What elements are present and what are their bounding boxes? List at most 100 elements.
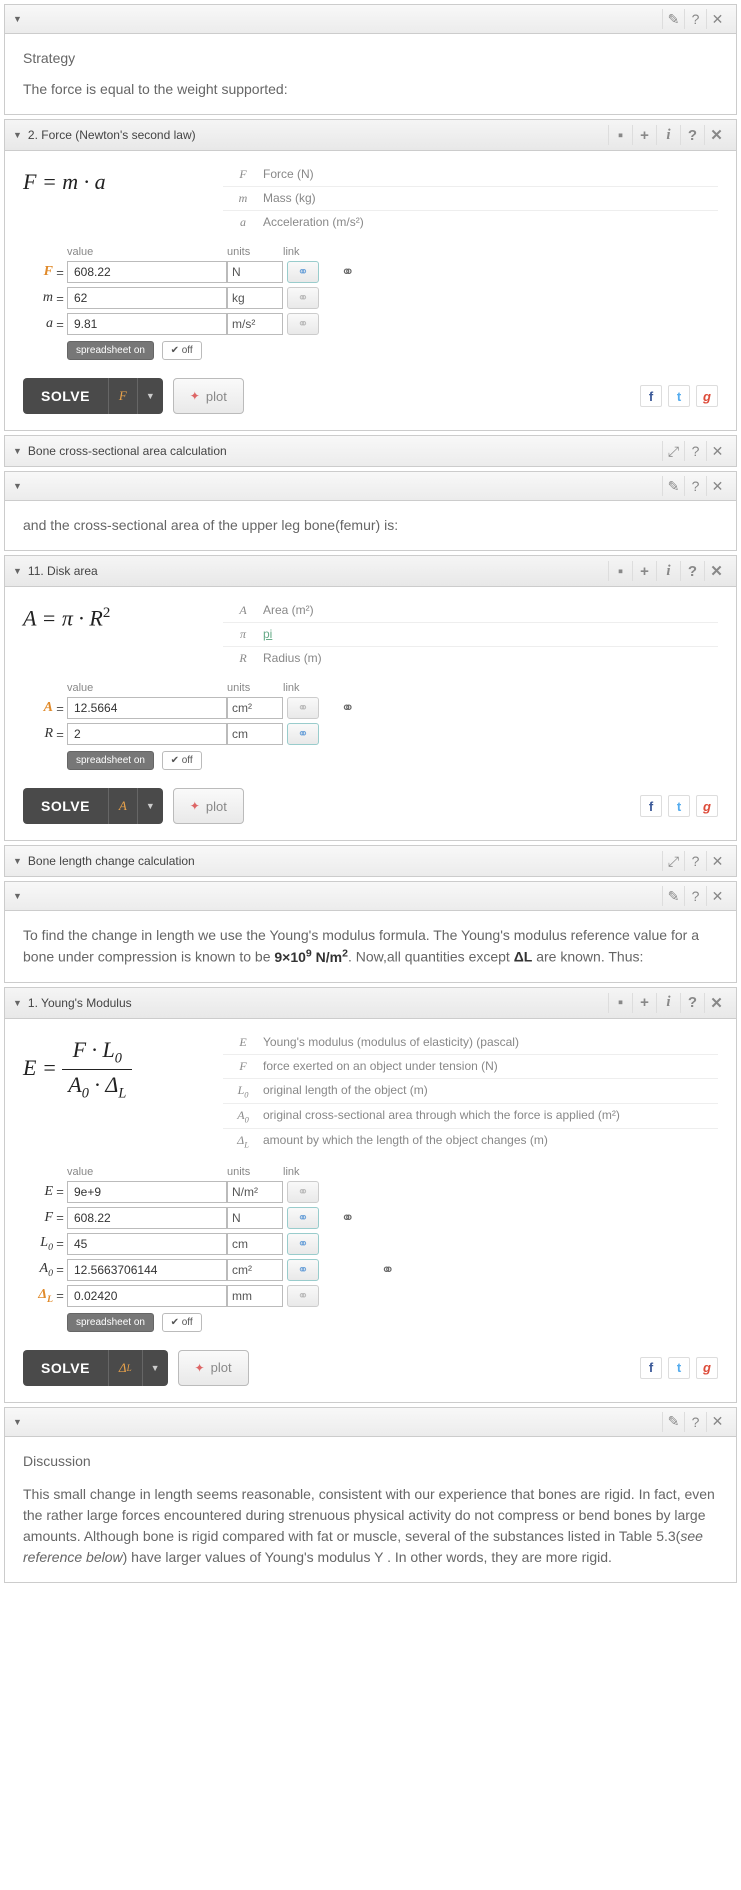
info-icon[interactable]: i xyxy=(656,561,680,581)
expand-icon[interactable]: ⤢ xyxy=(662,851,684,871)
facebook-icon[interactable]: f xyxy=(640,385,662,407)
link-icon[interactable]: ⚭ xyxy=(287,1285,319,1307)
twitter-icon[interactable]: t xyxy=(668,385,690,407)
var-value-input[interactable] xyxy=(67,1181,227,1203)
panel-ym-header[interactable]: ▼ 1. Young's Modulus ▪ + i ? ✕ xyxy=(5,988,736,1019)
help-icon[interactable]: ? xyxy=(684,476,706,496)
spreadsheet-on-button[interactable]: spreadsheet on xyxy=(67,341,154,360)
chain-icon: ⚭ xyxy=(341,698,354,718)
facebook-icon[interactable]: f xyxy=(640,1357,662,1379)
link-icon[interactable]: ⚭ xyxy=(287,261,319,283)
facebook-icon[interactable]: f xyxy=(640,795,662,817)
link-icon[interactable]: ⚭ xyxy=(287,723,319,745)
var-unit-input[interactable] xyxy=(227,1207,283,1229)
caret-down-icon[interactable]: ▼ xyxy=(142,1350,168,1386)
equals-sign: = xyxy=(53,1262,67,1277)
expand-icon[interactable]: ⤢ xyxy=(662,441,684,461)
caret-down-icon[interactable]: ▼ xyxy=(13,14,22,24)
spreadsheet-off-button[interactable]: ✔ off xyxy=(162,1313,202,1332)
var-value-input[interactable] xyxy=(67,1285,227,1307)
help-icon[interactable]: ? xyxy=(684,1412,706,1432)
link-icon[interactable]: ⚭ xyxy=(287,697,319,719)
caret-down-icon[interactable]: ▼ xyxy=(13,481,22,491)
spreadsheet-off-button[interactable]: ✔ off xyxy=(162,341,202,360)
close-icon[interactable]: ✕ xyxy=(706,476,728,496)
var-unit-input[interactable] xyxy=(227,723,283,745)
var-unit-input[interactable] xyxy=(227,261,283,283)
comment-icon[interactable]: ▪ xyxy=(608,125,632,145)
legend-link[interactable]: pi xyxy=(263,627,272,641)
solve-button[interactable]: SOLVE F ▼ xyxy=(23,378,163,414)
link-icon[interactable]: ⚭ xyxy=(287,1233,319,1255)
add-icon[interactable]: + xyxy=(632,125,656,145)
close-icon[interactable]: ✕ xyxy=(704,125,728,145)
close-icon[interactable]: ✕ xyxy=(706,851,728,871)
caret-down-icon[interactable]: ▼ xyxy=(13,1417,22,1427)
close-icon[interactable]: ✕ xyxy=(704,561,728,581)
solve-button[interactable]: SOLVE ΔL ▼ xyxy=(23,1350,168,1386)
google-icon[interactable]: g xyxy=(696,795,718,817)
plot-button[interactable]: ✦ plot xyxy=(173,788,244,824)
help-icon[interactable]: ? xyxy=(684,441,706,461)
caret-down-icon[interactable]: ▼ xyxy=(13,891,22,901)
strategy-text: The force is equal to the weight support… xyxy=(23,79,718,100)
plot-button[interactable]: ✦ plot xyxy=(173,378,244,414)
close-icon[interactable]: ✕ xyxy=(706,441,728,461)
help-icon[interactable]: ? xyxy=(684,886,706,906)
close-icon[interactable]: ✕ xyxy=(706,1412,728,1432)
caret-down-icon[interactable]: ▼ xyxy=(137,788,163,824)
comment-icon[interactable]: ▪ xyxy=(608,561,632,581)
twitter-icon[interactable]: t xyxy=(668,1357,690,1379)
var-value-input[interactable] xyxy=(67,313,227,335)
edit-icon[interactable]: ✎ xyxy=(662,9,684,29)
var-unit-input[interactable] xyxy=(227,697,283,719)
var-value-input[interactable] xyxy=(67,1233,227,1255)
var-unit-input[interactable] xyxy=(227,1259,283,1281)
spreadsheet-off-button[interactable]: ✔ off xyxy=(162,751,202,770)
plot-button[interactable]: ✦ plot xyxy=(178,1350,249,1386)
link-icon[interactable]: ⚭ xyxy=(287,1259,319,1281)
var-unit-input[interactable] xyxy=(227,1285,283,1307)
caret-down-icon[interactable]: ▼ xyxy=(137,378,163,414)
link-icon[interactable]: ⚭ xyxy=(287,1207,319,1229)
edit-icon[interactable]: ✎ xyxy=(662,476,684,496)
var-value-input[interactable] xyxy=(67,287,227,309)
section-bone-area[interactable]: ▼ Bone cross-sectional area calculation … xyxy=(4,435,737,467)
twitter-icon[interactable]: t xyxy=(668,795,690,817)
link-icon[interactable]: ⚭ xyxy=(287,1181,319,1203)
section-bone-length[interactable]: ▼ Bone length change calculation ⤢ ? ✕ xyxy=(4,845,737,877)
add-icon[interactable]: + xyxy=(632,993,656,1013)
help-icon[interactable]: ? xyxy=(680,561,704,581)
solve-button[interactable]: SOLVE A ▼ xyxy=(23,788,163,824)
help-icon[interactable]: ? xyxy=(680,125,704,145)
var-unit-input[interactable] xyxy=(227,1233,283,1255)
help-icon[interactable]: ? xyxy=(684,9,706,29)
help-icon[interactable]: ? xyxy=(680,993,704,1013)
var-value-input[interactable] xyxy=(67,1259,227,1281)
close-icon[interactable]: ✕ xyxy=(706,886,728,906)
google-icon[interactable]: g xyxy=(696,385,718,407)
link-icon[interactable]: ⚭ xyxy=(287,313,319,335)
google-icon[interactable]: g xyxy=(696,1357,718,1379)
edit-icon[interactable]: ✎ xyxy=(662,1412,684,1432)
link-icon[interactable]: ⚭ xyxy=(287,287,319,309)
var-unit-input[interactable] xyxy=(227,287,283,309)
info-icon[interactable]: i xyxy=(656,993,680,1013)
close-icon[interactable]: ✕ xyxy=(704,993,728,1013)
var-value-input[interactable] xyxy=(67,261,227,283)
panel-force-header[interactable]: ▼ 2. Force (Newton's second law) ▪ + i ?… xyxy=(5,120,736,151)
add-icon[interactable]: + xyxy=(632,561,656,581)
var-unit-input[interactable] xyxy=(227,1181,283,1203)
info-icon[interactable]: i xyxy=(656,125,680,145)
comment-icon[interactable]: ▪ xyxy=(608,993,632,1013)
help-icon[interactable]: ? xyxy=(684,851,706,871)
spreadsheet-on-button[interactable]: spreadsheet on xyxy=(67,751,154,770)
var-value-input[interactable] xyxy=(67,723,227,745)
panel-disk-header[interactable]: ▼ 11. Disk area ▪ + i ? ✕ xyxy=(5,556,736,587)
var-unit-input[interactable] xyxy=(227,313,283,335)
var-value-input[interactable] xyxy=(67,697,227,719)
spreadsheet-on-button[interactable]: spreadsheet on xyxy=(67,1313,154,1332)
close-icon[interactable]: ✕ xyxy=(706,9,728,29)
edit-icon[interactable]: ✎ xyxy=(662,886,684,906)
var-value-input[interactable] xyxy=(67,1207,227,1229)
